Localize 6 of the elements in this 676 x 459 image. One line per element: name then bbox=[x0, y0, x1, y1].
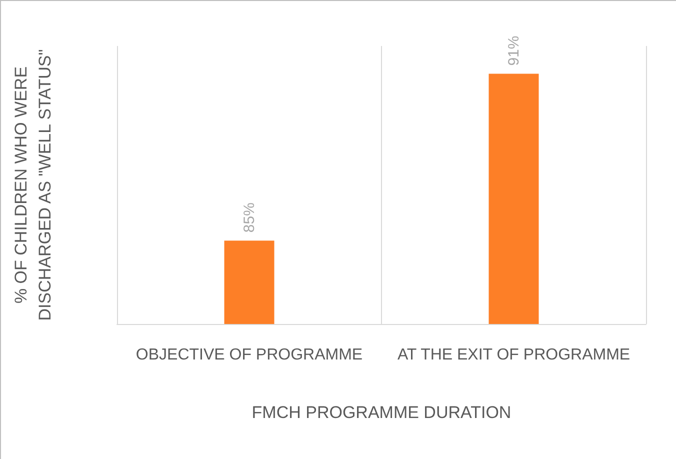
y-axis-title: % OF CHILDREN WHO WERE DISCHARGED AS "WELL STATUS" bbox=[12, 49, 54, 321]
x-tick-label: AT THE EXIT OF PROGRAMME bbox=[397, 346, 630, 364]
x-axis-title: FMCH PROGRAMME DURATION bbox=[252, 403, 512, 422]
x-tick-label: OBJECTIVE OF PROGRAMME bbox=[136, 346, 363, 364]
data-label: 91% bbox=[505, 36, 522, 66]
data-label: 85% bbox=[240, 202, 258, 233]
